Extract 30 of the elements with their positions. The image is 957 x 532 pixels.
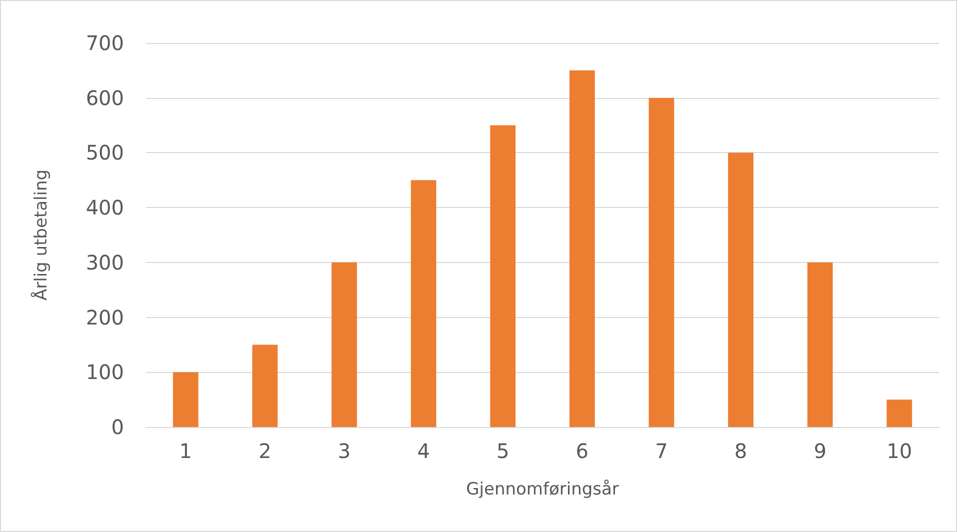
bar [886,400,912,427]
bar [728,152,754,427]
x-tick-label: 1 [179,439,192,463]
x-tick-label: 3 [338,439,351,463]
y-tick-label: 300 [86,250,124,274]
x-tick-label: 8 [734,439,748,463]
y-tick-label: 200 [86,305,124,330]
x-tick-label: 6 [576,439,589,463]
bar [252,344,278,427]
y-tick-label: 600 [86,86,124,110]
y-tick-label: 400 [86,196,124,220]
y-tick-label: 0 [111,415,124,439]
x-tick-label: 5 [496,439,510,463]
x-tick-label: 9 [814,439,826,463]
bar [648,98,674,427]
y-tick-label: 700 [86,31,124,55]
x-axis-title: Gjennomføringsår [466,480,619,500]
bar [172,372,198,427]
x-tick-label: 4 [417,439,430,463]
y-tick-label: 500 [86,140,124,165]
bar [332,262,357,427]
x-tick-label: 7 [655,439,668,463]
bar [490,125,516,427]
bar [569,70,595,427]
y-axis-title: Årlig utbetaling [30,169,52,301]
bar [410,180,436,427]
bar [807,262,833,427]
y-tick-label: 100 [86,360,124,384]
x-tick-label: 10 [886,439,912,463]
x-tick-label: 2 [258,439,272,463]
